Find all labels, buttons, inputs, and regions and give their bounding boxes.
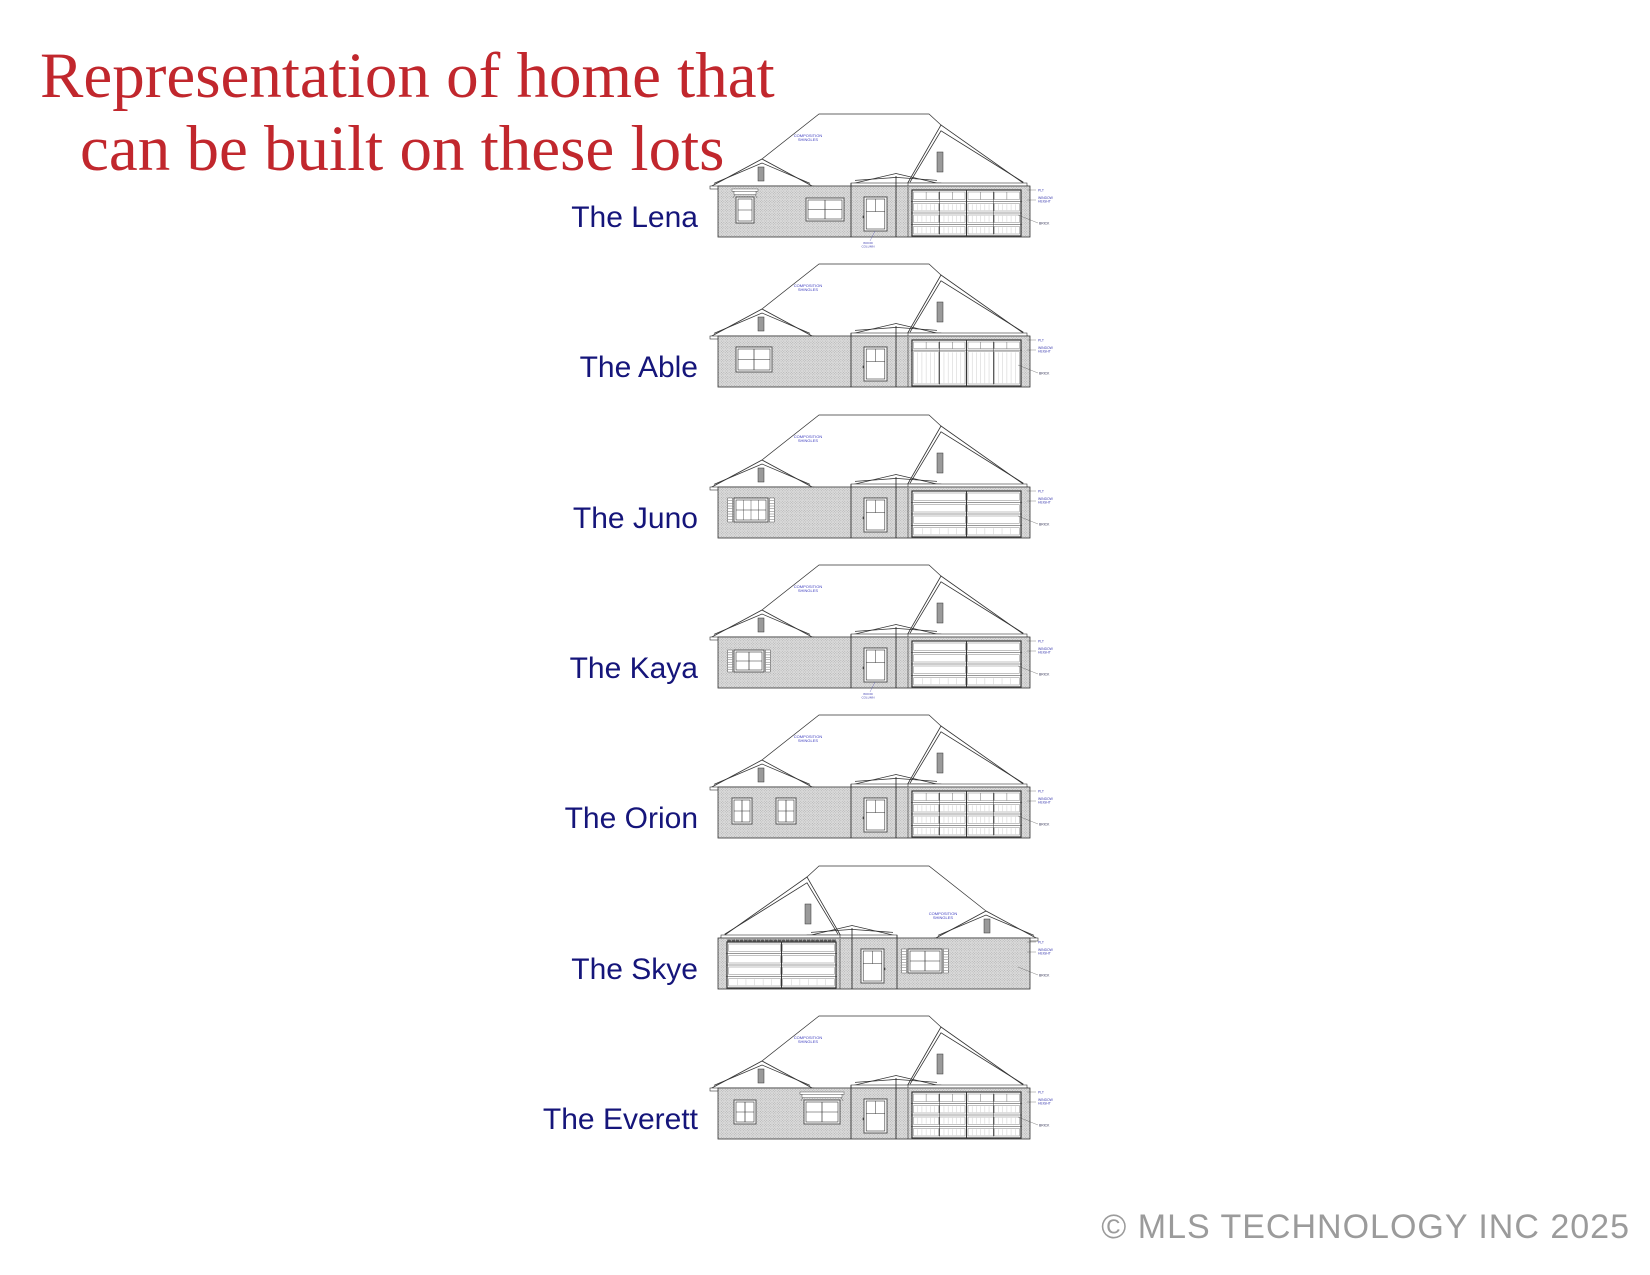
svg-text:BRICK: BRICK [1039, 372, 1050, 376]
svg-text:HEIGHT: HEIGHT [1038, 350, 1051, 354]
svg-text:PLT: PLT [1038, 339, 1044, 343]
svg-text:PLT: PLT [1038, 188, 1044, 192]
svg-text:SHINGLES: SHINGLES [798, 287, 819, 292]
svg-text:PLT: PLT [1038, 940, 1044, 944]
svg-text:PLT: PLT [1038, 1090, 1044, 1094]
svg-text:SHINGLES: SHINGLES [798, 137, 819, 142]
svg-text:HEIGHT: HEIGHT [1038, 951, 1051, 955]
svg-text:SHINGLES: SHINGLES [798, 738, 819, 743]
svg-text:SHINGLES: SHINGLES [798, 588, 819, 593]
svg-text:COLUMN: COLUMN [861, 695, 874, 699]
svg-text:HEIGHT: HEIGHT [1038, 1101, 1051, 1105]
svg-text:PLT: PLT [1038, 639, 1044, 643]
svg-text:HEIGHT: HEIGHT [1038, 801, 1051, 805]
svg-text:HEIGHT: HEIGHT [1038, 500, 1051, 504]
svg-text:HEIGHT: HEIGHT [1038, 650, 1051, 654]
svg-text:BRICK: BRICK [1039, 823, 1050, 827]
svg-text:BRICK: BRICK [1039, 973, 1050, 977]
svg-text:HEIGHT: HEIGHT [1038, 200, 1051, 204]
svg-text:BRICK: BRICK [1039, 672, 1050, 676]
svg-text:BRICK: BRICK [1039, 1123, 1050, 1127]
svg-text:PLT: PLT [1038, 489, 1044, 493]
svg-text:SHINGLES: SHINGLES [933, 915, 954, 920]
svg-text:BRICK: BRICK [1039, 222, 1050, 226]
svg-text:PLT: PLT [1038, 789, 1044, 793]
svg-text:COLUMN: COLUMN [861, 245, 874, 249]
svg-text:SHINGLES: SHINGLES [798, 438, 819, 443]
svg-text:BRICK: BRICK [1039, 522, 1050, 526]
svg-text:SHINGLES: SHINGLES [798, 1039, 819, 1044]
